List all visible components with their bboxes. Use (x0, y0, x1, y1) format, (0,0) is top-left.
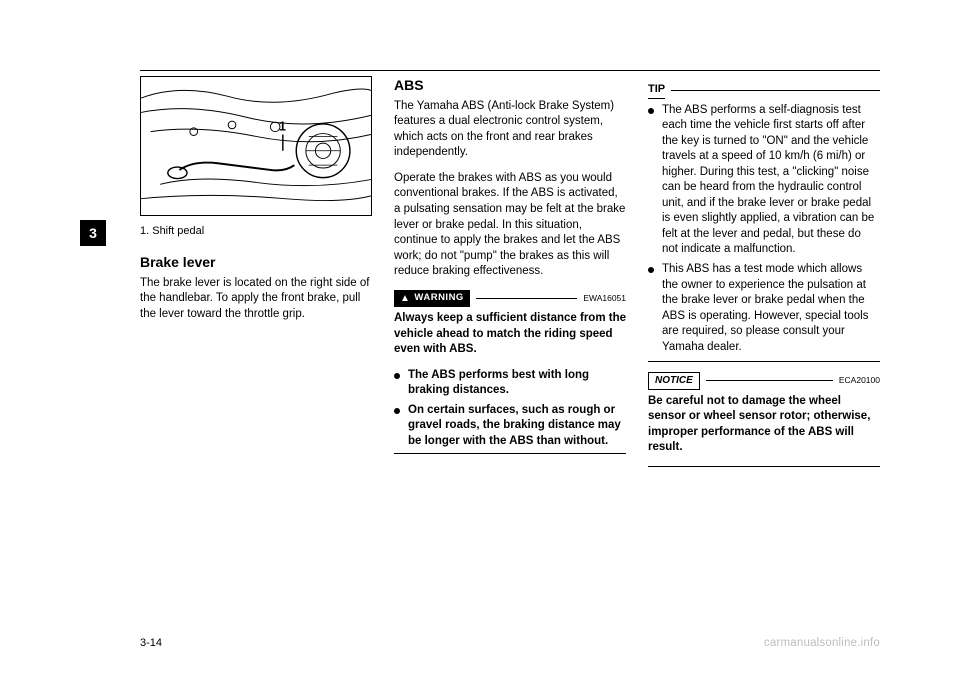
warning-badge: ▲ WARNING (394, 290, 470, 308)
notice-text: Be careful not to damage the wheel senso… (648, 394, 880, 456)
abs-intro: The Yamaha ABS (Anti-lock Brake System) … (394, 99, 626, 161)
warning-lead: Always keep a sufficient distance from t… (394, 311, 626, 358)
warning-bullet-2-text: On certain surfaces, such as rough or gr… (408, 403, 626, 450)
notice-end-rule (648, 466, 880, 467)
figure-callout-number: 1 (279, 120, 286, 134)
column-2: ABS The Yamaha ABS (Anti-lock Brake Syst… (394, 76, 626, 586)
tip-header: TIP (648, 82, 880, 99)
notice-code: ECA20100 (839, 375, 880, 386)
warning-header: ▲ WARNING EWA16051 (394, 290, 626, 308)
tip-rule (671, 90, 880, 91)
page-number: 3-14 (140, 637, 162, 649)
warning-code: EWA16051 (583, 293, 626, 304)
content-columns: 1 1. Shift pedal Brake lever The brake l… (140, 76, 880, 586)
bullet-icon (648, 108, 654, 114)
tip-bullets: The ABS performs a self-diagnosis test e… (648, 103, 880, 355)
brake-lever-text: The brake lever is located on the right … (140, 276, 372, 323)
column-3: TIP The ABS performs a self-diagnosis te… (648, 76, 880, 586)
notice-label: NOTICE (648, 372, 700, 390)
warning-bullet-2: On certain surfaces, such as rough or gr… (394, 403, 626, 450)
warning-triangle-icon: ▲ (400, 292, 410, 306)
tip-1-text: The ABS performs a self-diagnosis test e… (662, 103, 880, 258)
warning-bullets: The ABS performs best with long braking … (394, 368, 626, 450)
figure-caption: 1. Shift pedal (140, 224, 372, 239)
manual-page: 3 (0, 0, 960, 679)
tip-2-text: This ABS has a test mode which allows th… (662, 262, 880, 355)
abs-heading: ABS (394, 76, 626, 95)
bullet-icon (394, 373, 400, 379)
tip-end-rule (648, 361, 880, 362)
shift-pedal-illustration: 1 (141, 77, 371, 215)
watermark: carmanualsonline.info (764, 637, 880, 649)
chapter-tab: 3 (80, 220, 106, 246)
warning-bullet-1: The ABS performs best with long braking … (394, 368, 626, 399)
tip-label: TIP (648, 82, 665, 99)
abs-operation: Operate the brakes with ABS as you would… (394, 171, 626, 280)
warning-rule (476, 298, 577, 299)
tip-bullet-2: This ABS has a test mode which allows th… (648, 262, 880, 355)
warning-end-rule (394, 453, 626, 454)
top-divider (140, 70, 880, 71)
tip-bullet-1: The ABS performs a self-diagnosis test e… (648, 103, 880, 258)
column-1: 1 1. Shift pedal Brake lever The brake l… (140, 76, 372, 586)
brake-lever-heading: Brake lever (140, 253, 372, 272)
warning-bullet-1-text: The ABS performs best with long braking … (408, 368, 626, 399)
warning-label-text: WARNING (414, 292, 463, 305)
notice-rule (706, 380, 833, 381)
shift-pedal-figure: 1 (140, 76, 372, 216)
bullet-icon (394, 408, 400, 414)
bullet-icon (648, 267, 654, 273)
notice-header: NOTICE ECA20100 (648, 372, 880, 390)
